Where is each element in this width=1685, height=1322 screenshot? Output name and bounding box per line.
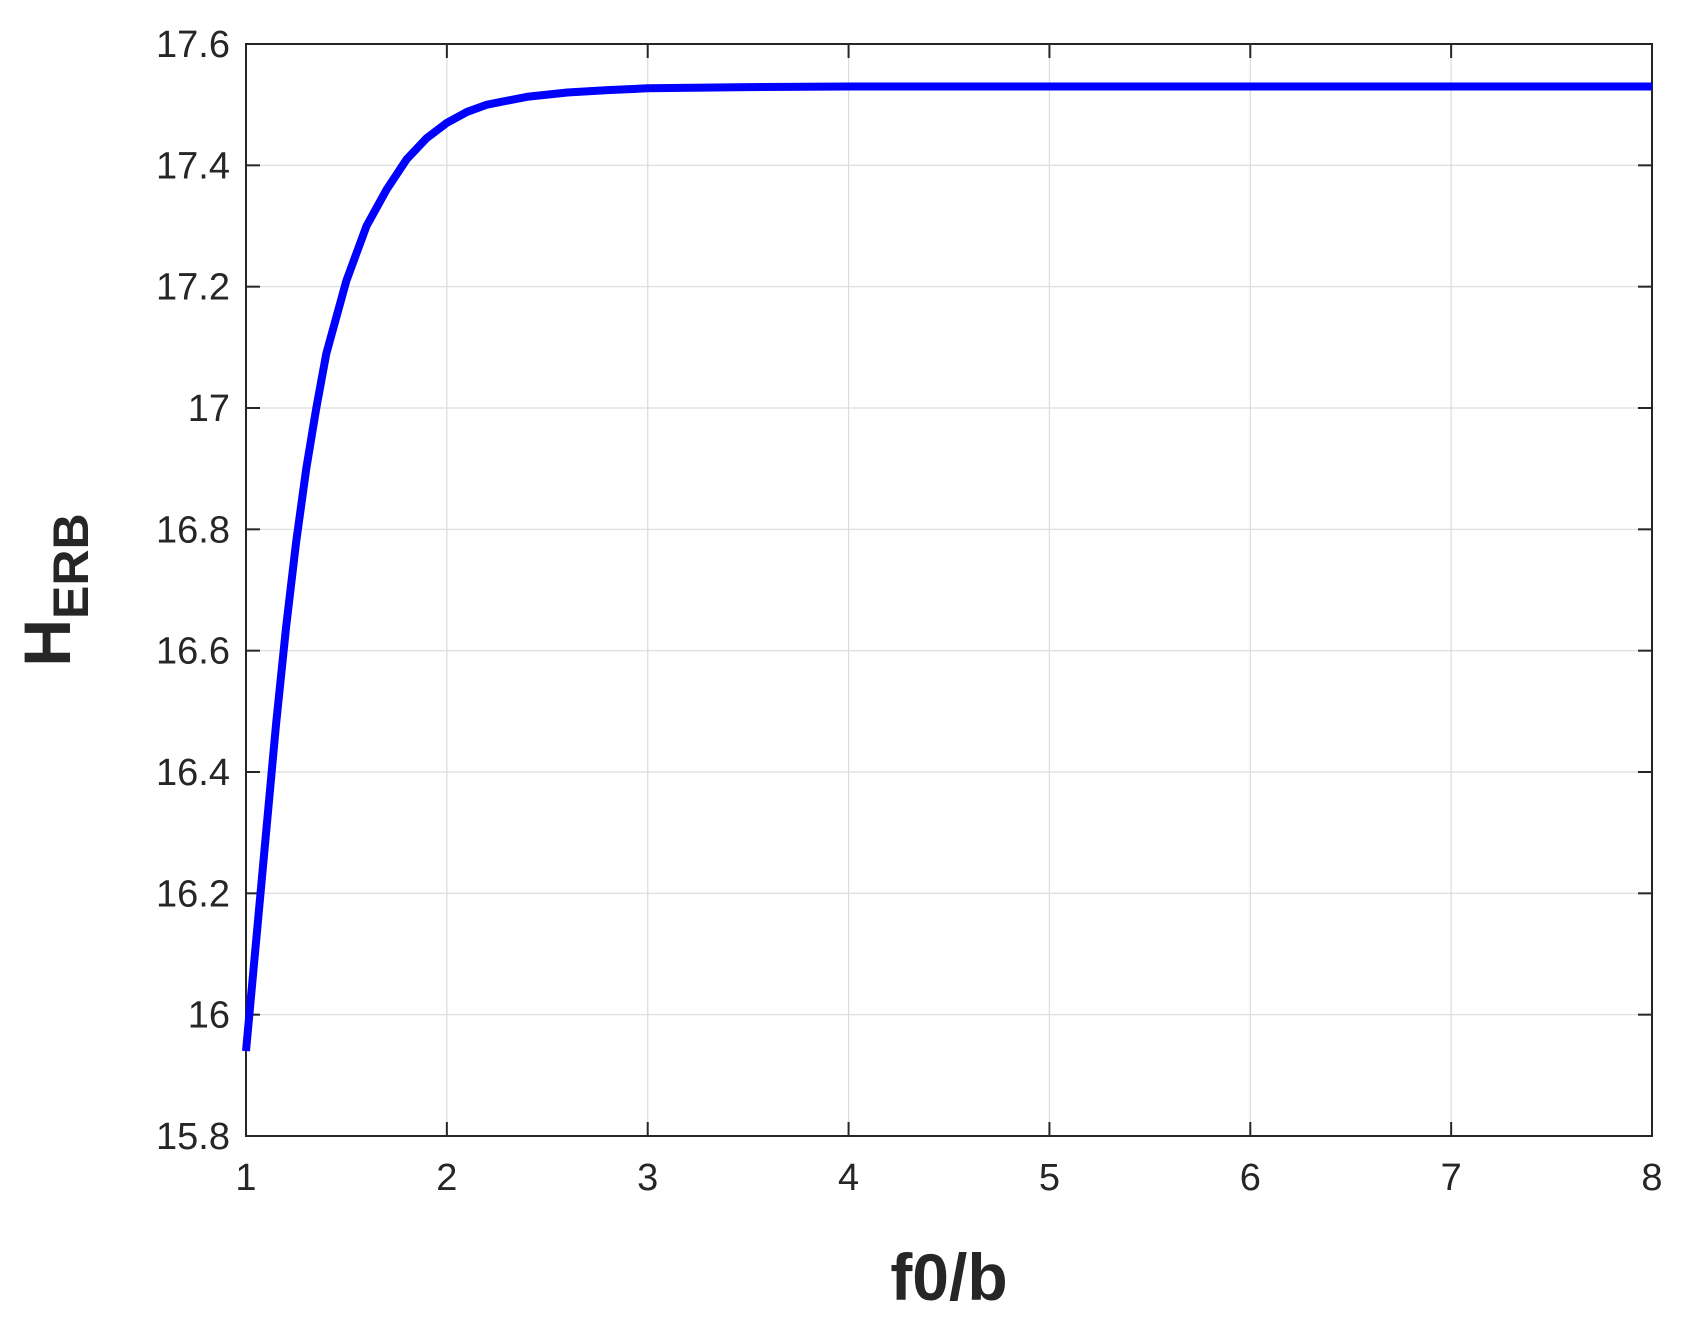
y-axis-label-sub: ERB bbox=[43, 513, 99, 619]
x-tick-label: 8 bbox=[1641, 1157, 1662, 1199]
x-tick-label: 2 bbox=[436, 1157, 457, 1199]
plot-frame bbox=[245, 43, 1653, 1137]
y-tick-label: 16.6 bbox=[156, 631, 230, 673]
y-tick-label: 17.6 bbox=[156, 24, 230, 66]
y-axis-label-main: H bbox=[10, 619, 84, 667]
y-tick-label: 15.8 bbox=[156, 1116, 230, 1158]
x-axis-label: f0/b bbox=[890, 1240, 1007, 1314]
x-tick-label: 1 bbox=[235, 1157, 256, 1199]
y-tick-label: 16.4 bbox=[156, 752, 230, 794]
x-tick-label: 4 bbox=[838, 1157, 859, 1199]
y-tick-label: 17.2 bbox=[156, 267, 230, 309]
x-tick-label: 3 bbox=[637, 1157, 658, 1199]
x-tick-label: 5 bbox=[1039, 1157, 1060, 1199]
x-tick-label: 7 bbox=[1441, 1157, 1462, 1199]
y-tick-label: 17 bbox=[188, 388, 230, 430]
x-tick-label: 6 bbox=[1240, 1157, 1261, 1199]
y-tick-label: 16.8 bbox=[156, 509, 230, 551]
y-axis-label-group: HERB bbox=[10, 513, 99, 666]
y-axis-label: HERB bbox=[10, 513, 99, 666]
data-line bbox=[242, 82, 1652, 1052]
y-tick-label: 16 bbox=[188, 995, 230, 1037]
y-tick-label: 16.2 bbox=[156, 873, 230, 915]
y-tick-label: 17.4 bbox=[156, 145, 230, 187]
